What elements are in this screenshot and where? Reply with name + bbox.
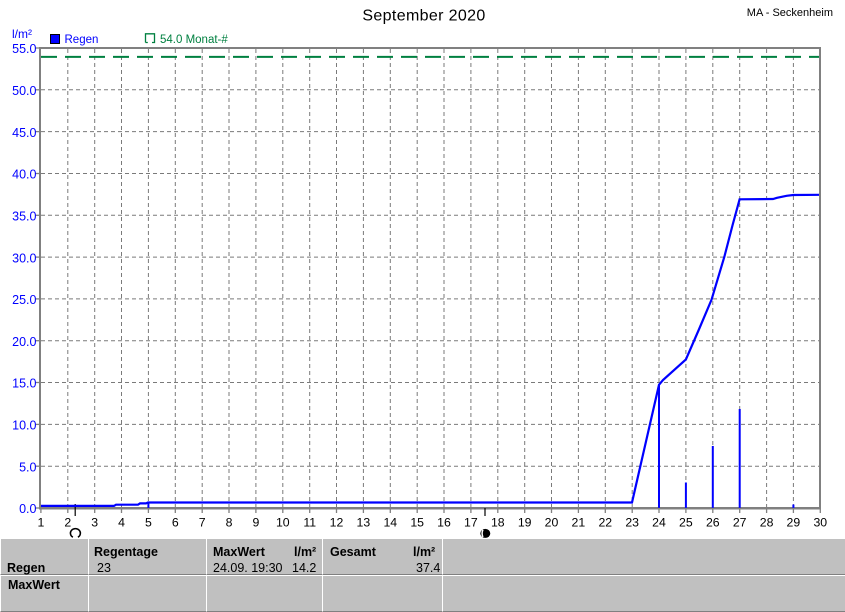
svg-text:25.0: 25.0 <box>12 293 36 307</box>
svg-text:1: 1 <box>37 515 44 529</box>
svg-text:0.0: 0.0 <box>19 502 36 516</box>
svg-text:40.0: 40.0 <box>12 168 36 182</box>
svg-text:l/m²: l/m² <box>12 27 32 41</box>
svg-text:18: 18 <box>491 515 505 529</box>
svg-text:MA - Seckenheim: MA - Seckenheim <box>747 7 833 19</box>
svg-text:50.0: 50.0 <box>12 84 36 98</box>
svg-text:10: 10 <box>276 515 290 529</box>
svg-text:20.0: 20.0 <box>12 335 36 349</box>
svg-text:30: 30 <box>813 515 827 529</box>
svg-text:14: 14 <box>383 515 397 529</box>
svg-text:22: 22 <box>598 515 612 529</box>
svg-text:3: 3 <box>91 515 98 529</box>
svg-text:16: 16 <box>437 515 451 529</box>
svg-text:28: 28 <box>760 515 774 529</box>
svg-text:23: 23 <box>625 515 639 529</box>
svg-text:20: 20 <box>545 515 559 529</box>
svg-text:30.0: 30.0 <box>12 251 36 265</box>
svg-text:24: 24 <box>652 515 666 529</box>
svg-text:5: 5 <box>145 515 152 529</box>
svg-text:12: 12 <box>330 515 344 529</box>
svg-text:45.0: 45.0 <box>12 126 36 140</box>
svg-text:10.0: 10.0 <box>12 419 36 433</box>
svg-text:15: 15 <box>410 515 424 529</box>
svg-text:17: 17 <box>464 515 478 529</box>
svg-text:25: 25 <box>679 515 693 529</box>
svg-text:11: 11 <box>303 515 316 529</box>
svg-text:13: 13 <box>357 515 371 529</box>
svg-text:26: 26 <box>706 515 720 529</box>
svg-text:Regen: Regen <box>65 34 99 46</box>
svg-text:35.0: 35.0 <box>12 210 36 224</box>
svg-text:55.0: 55.0 <box>12 42 36 56</box>
svg-text:15.0: 15.0 <box>12 377 36 391</box>
svg-text:9: 9 <box>252 515 259 529</box>
svg-text:8: 8 <box>226 515 233 529</box>
svg-text:21: 21 <box>572 515 586 529</box>
svg-text:2: 2 <box>64 515 71 529</box>
svg-text:6: 6 <box>172 515 179 529</box>
svg-text:September 2020: September 2020 <box>362 8 485 25</box>
svg-text:4: 4 <box>118 515 125 529</box>
svg-text:29: 29 <box>787 515 801 529</box>
svg-text:27: 27 <box>733 515 747 529</box>
svg-text:19: 19 <box>518 515 532 529</box>
svg-text:54.0 Monat-#: 54.0 Monat-# <box>160 34 228 46</box>
svg-text:5.0: 5.0 <box>19 460 36 474</box>
svg-text:7: 7 <box>199 515 206 529</box>
